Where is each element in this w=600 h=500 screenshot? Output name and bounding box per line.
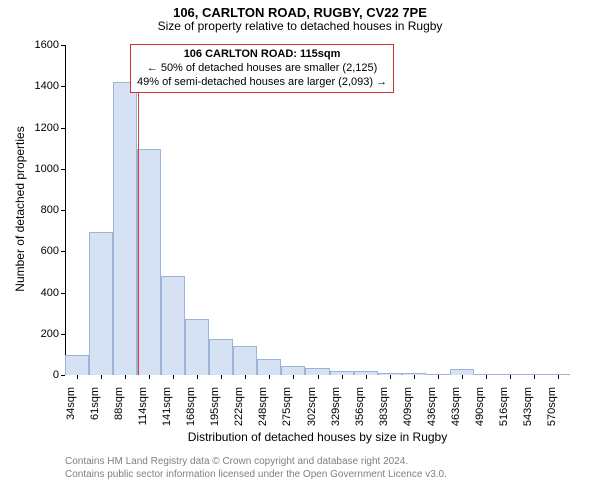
- x-tick-label: 114sqm: [137, 387, 149, 425]
- x-tick-label: 409sqm: [402, 387, 414, 426]
- x-tick-label: 329sqm: [330, 387, 342, 426]
- annotation-line3: 49% of semi-detached houses are larger (…: [137, 76, 387, 90]
- copyright-line2: Contains public sector information licen…: [65, 468, 447, 481]
- x-tick-label: 168sqm: [185, 387, 197, 426]
- page-title: 106, CARLTON ROAD, RUGBY, CV22 7PE: [0, 0, 600, 20]
- x-tick-mark: [510, 375, 511, 379]
- highlight-annotation: 106 CARLTON ROAD: 115sqm ← 50% of detach…: [130, 44, 394, 93]
- y-axis-line: [65, 45, 66, 375]
- histogram-bar: [113, 82, 137, 375]
- x-tick-mark: [534, 375, 535, 379]
- y-tick-mark: [61, 169, 65, 170]
- histogram-bar: [305, 368, 329, 375]
- histogram-bar: [185, 319, 209, 375]
- x-tick-mark: [390, 375, 391, 379]
- annotation-line1: 106 CARLTON ROAD: 115sqm: [137, 48, 387, 62]
- x-tick-label: 141sqm: [161, 387, 173, 426]
- histogram-bar: [474, 374, 498, 375]
- y-tick-mark: [61, 334, 65, 335]
- x-tick-label: 383sqm: [378, 387, 390, 426]
- histogram-bar: [233, 346, 257, 375]
- page-subtitle: Size of property relative to detached ho…: [0, 20, 600, 33]
- x-tick-label: 61sqm: [89, 387, 101, 420]
- x-tick-mark: [173, 375, 174, 379]
- histogram-bar: [137, 149, 161, 375]
- histogram-bar: [426, 374, 450, 375]
- y-tick-mark: [61, 375, 65, 376]
- x-tick-mark: [558, 375, 559, 379]
- x-tick-label: 570sqm: [546, 387, 558, 426]
- x-tick-mark: [269, 375, 270, 379]
- highlight-line: [138, 45, 139, 375]
- x-tick-label: 516sqm: [498, 387, 510, 426]
- histogram-bar: [65, 355, 89, 375]
- x-tick-mark: [462, 375, 463, 379]
- y-axis-label: Number of detached properties: [13, 44, 27, 374]
- x-tick-mark: [101, 375, 102, 379]
- chart-plot-area: 0200400600800100012001400160034sqm61sqm8…: [65, 45, 570, 375]
- histogram-bar: [522, 374, 546, 375]
- x-tick-mark: [486, 375, 487, 379]
- histogram-bar: [257, 359, 281, 376]
- x-tick-label: 88sqm: [113, 387, 125, 420]
- histogram-bar: [89, 232, 113, 375]
- x-tick-mark: [77, 375, 78, 379]
- x-axis-label: Distribution of detached houses by size …: [65, 430, 570, 444]
- y-tick-mark: [61, 128, 65, 129]
- x-tick-mark: [438, 375, 439, 379]
- histogram-bar: [378, 373, 402, 375]
- annotation-line2: ← 50% of detached houses are smaller (2,…: [137, 62, 387, 76]
- x-tick-mark: [221, 375, 222, 379]
- histogram-bar: [209, 339, 233, 375]
- x-tick-mark: [414, 375, 415, 379]
- y-tick-mark: [61, 45, 65, 46]
- x-tick-mark: [197, 375, 198, 379]
- copyright-block: Contains HM Land Registry data © Crown c…: [65, 455, 447, 481]
- x-tick-label: 222sqm: [233, 387, 245, 426]
- y-tick-mark: [61, 210, 65, 211]
- histogram-bar: [498, 374, 522, 375]
- x-tick-label: 436sqm: [426, 387, 438, 426]
- x-tick-label: 302sqm: [306, 387, 318, 426]
- histogram-bar: [354, 371, 378, 375]
- y-tick-mark: [61, 293, 65, 294]
- x-tick-mark: [149, 375, 150, 379]
- x-tick-mark: [342, 375, 343, 379]
- x-tick-mark: [318, 375, 319, 379]
- copyright-line1: Contains HM Land Registry data © Crown c…: [65, 455, 447, 468]
- x-tick-label: 543sqm: [522, 387, 534, 426]
- x-tick-mark: [125, 375, 126, 379]
- y-tick-mark: [61, 251, 65, 252]
- histogram-bar: [546, 374, 570, 375]
- histogram-bar: [402, 373, 426, 375]
- x-tick-label: 275sqm: [281, 387, 293, 426]
- x-tick-mark: [293, 375, 294, 379]
- histogram-bar: [330, 371, 354, 375]
- x-tick-mark: [366, 375, 367, 379]
- y-tick-mark: [61, 86, 65, 87]
- page-root: 106, CARLTON ROAD, RUGBY, CV22 7PE Size …: [0, 0, 600, 500]
- x-tick-mark: [245, 375, 246, 379]
- x-tick-label: 195sqm: [209, 387, 221, 426]
- x-tick-label: 356sqm: [354, 387, 366, 426]
- x-tick-label: 34sqm: [65, 387, 77, 420]
- histogram-bar: [450, 369, 474, 375]
- x-tick-label: 248sqm: [257, 387, 269, 426]
- x-tick-label: 490sqm: [474, 387, 486, 426]
- histogram-bar: [281, 366, 305, 375]
- x-tick-label: 463sqm: [450, 387, 462, 426]
- histogram-bar: [161, 276, 185, 375]
